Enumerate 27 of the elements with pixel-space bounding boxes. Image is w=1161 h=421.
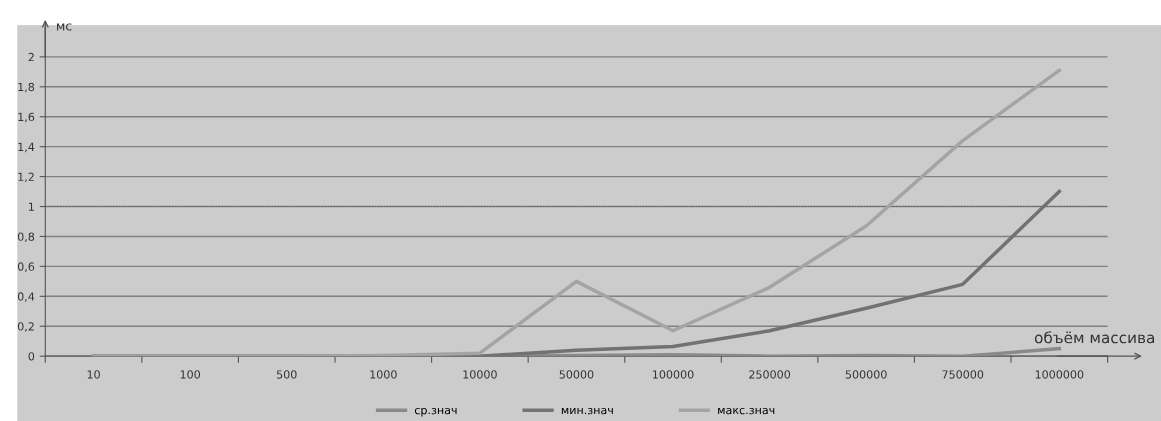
x-tick-label: 100 [180, 370, 201, 379]
x-axis-title: объём массива [1034, 331, 1155, 344]
x-tick-label: 500000 [845, 370, 887, 379]
x-tick-label: 10000 [463, 370, 497, 379]
x-tick-label: 500 [276, 370, 297, 379]
y-tick-label: 1 [29, 202, 34, 211]
y-axis-title: мс [57, 23, 72, 31]
y-tick-label: 1,2 [18, 172, 34, 183]
y-tick-label: 2 [28, 52, 34, 62]
x-tick-label: 250000 [749, 370, 791, 379]
y-tick-label: 0,2 [17, 322, 34, 332]
x-tick-label: 1000000 [1035, 370, 1084, 379]
x-tick-label: 750000 [942, 370, 984, 379]
x-tick-label: 100000 [653, 370, 694, 379]
y-tick-label: 1,8 [18, 82, 35, 93]
y-tick-label: 0 [28, 352, 35, 361]
x-tick-label: 50000 [559, 370, 594, 379]
x-tick-label: 1000 [370, 370, 397, 379]
y-tick-label: 0,8 [17, 232, 35, 242]
y-tick-label: 1,6 [18, 112, 35, 123]
x-tick-label: 10 [87, 370, 100, 379]
y-tick-label: 1,4 [18, 142, 35, 153]
y-tick-label: 0,6 [17, 262, 35, 272]
legend-label: макс.знач [718, 407, 775, 415]
legend-label: ср.знач [414, 407, 457, 417]
legend-label: мин.знач [561, 407, 613, 415]
y-tick-label: 0,4 [17, 292, 35, 302]
